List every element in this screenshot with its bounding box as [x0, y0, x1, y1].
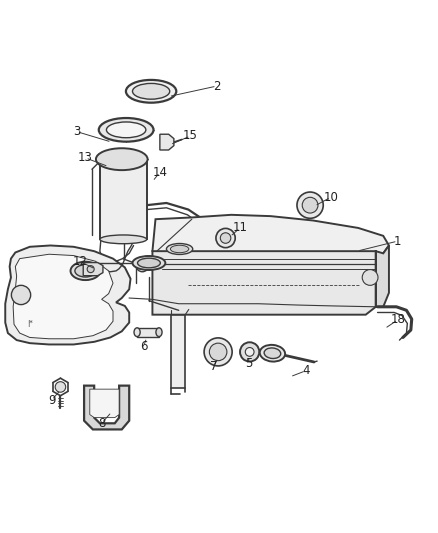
Text: 14: 14 [152, 166, 167, 179]
Text: |*: |* [27, 320, 33, 327]
Circle shape [216, 229, 235, 248]
Ellipse shape [166, 244, 193, 254]
Polygon shape [376, 246, 389, 307]
Text: 10: 10 [323, 191, 338, 204]
Circle shape [362, 270, 378, 285]
Polygon shape [84, 386, 129, 430]
Text: 4: 4 [302, 364, 310, 377]
Circle shape [209, 343, 227, 361]
Ellipse shape [132, 256, 166, 270]
Text: 18: 18 [390, 313, 405, 326]
Ellipse shape [126, 80, 176, 103]
Polygon shape [160, 134, 174, 150]
Text: 1: 1 [394, 235, 402, 248]
Text: 7: 7 [210, 360, 218, 373]
Ellipse shape [75, 265, 96, 277]
Polygon shape [90, 389, 119, 418]
Polygon shape [152, 251, 376, 314]
Circle shape [87, 265, 94, 273]
Ellipse shape [134, 328, 140, 336]
Text: 6: 6 [140, 340, 148, 353]
Text: 11: 11 [233, 221, 247, 235]
Circle shape [136, 260, 148, 272]
Circle shape [204, 338, 232, 366]
Polygon shape [13, 254, 113, 339]
Text: 8: 8 [98, 417, 105, 430]
Ellipse shape [71, 262, 100, 280]
Ellipse shape [170, 245, 189, 253]
Text: 3: 3 [73, 125, 80, 138]
Polygon shape [152, 215, 389, 259]
Polygon shape [137, 328, 159, 336]
Text: 2: 2 [213, 79, 221, 93]
Polygon shape [83, 263, 103, 276]
Text: 5: 5 [245, 357, 252, 370]
Circle shape [220, 233, 231, 243]
Text: i: i [217, 349, 219, 355]
Circle shape [297, 192, 323, 219]
Ellipse shape [264, 348, 281, 359]
Ellipse shape [100, 235, 147, 244]
Polygon shape [171, 314, 185, 388]
Polygon shape [100, 161, 147, 239]
Circle shape [55, 382, 66, 392]
Ellipse shape [260, 345, 285, 361]
Ellipse shape [106, 122, 146, 138]
Ellipse shape [96, 148, 148, 170]
Ellipse shape [99, 118, 153, 142]
Circle shape [11, 285, 31, 304]
Ellipse shape [156, 328, 162, 336]
Text: 12: 12 [72, 255, 87, 268]
Circle shape [240, 342, 259, 361]
Text: 15: 15 [183, 130, 198, 142]
Circle shape [245, 348, 254, 356]
Text: 13: 13 [78, 151, 93, 164]
Ellipse shape [132, 84, 170, 99]
Text: 9: 9 [48, 393, 56, 407]
Ellipse shape [138, 258, 160, 268]
Circle shape [302, 197, 318, 213]
Polygon shape [5, 246, 131, 344]
